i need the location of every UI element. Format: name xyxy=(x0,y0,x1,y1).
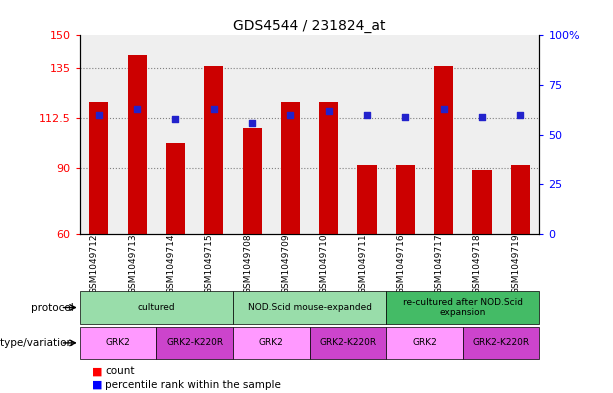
Bar xyxy=(386,327,463,359)
Text: GSM1049717: GSM1049717 xyxy=(435,234,444,294)
Text: GSM1049719: GSM1049719 xyxy=(511,234,520,294)
Text: NOD.Scid mouse-expanded: NOD.Scid mouse-expanded xyxy=(248,303,371,312)
Text: GSM1049710: GSM1049710 xyxy=(320,234,329,294)
Bar xyxy=(233,292,386,323)
Bar xyxy=(281,101,300,234)
Point xyxy=(132,106,142,112)
Point xyxy=(170,116,180,122)
Bar xyxy=(80,35,118,234)
Bar xyxy=(319,101,338,234)
Point xyxy=(516,112,525,118)
Bar xyxy=(386,292,539,323)
Bar xyxy=(118,35,156,234)
Text: percentile rank within the sample: percentile rank within the sample xyxy=(105,380,281,390)
Bar xyxy=(166,143,185,234)
Bar xyxy=(271,35,310,234)
Bar xyxy=(243,128,262,234)
Text: ■: ■ xyxy=(92,366,102,376)
Bar xyxy=(424,35,463,234)
Text: protocol: protocol xyxy=(31,303,74,312)
Bar xyxy=(357,165,376,234)
Point xyxy=(439,106,449,112)
Text: GSM1049712: GSM1049712 xyxy=(90,234,99,294)
Bar xyxy=(233,327,310,359)
Bar xyxy=(473,170,492,234)
Text: GRK2: GRK2 xyxy=(105,338,131,347)
Bar xyxy=(511,165,530,234)
Text: GSM1049716: GSM1049716 xyxy=(397,234,405,294)
Point xyxy=(400,114,410,120)
Bar xyxy=(310,35,348,234)
Bar xyxy=(310,327,386,359)
Text: GRK2: GRK2 xyxy=(259,338,284,347)
Bar xyxy=(233,35,271,234)
Bar xyxy=(80,327,156,359)
Text: GSM1049715: GSM1049715 xyxy=(205,234,214,294)
Text: GRK2-K220R: GRK2-K220R xyxy=(319,338,376,347)
Text: GSM1049718: GSM1049718 xyxy=(473,234,482,294)
Text: GRK2: GRK2 xyxy=(412,338,437,347)
Bar xyxy=(204,66,223,234)
Bar xyxy=(80,292,233,323)
Bar xyxy=(156,35,195,234)
Bar xyxy=(386,35,424,234)
Text: GSM1049711: GSM1049711 xyxy=(358,234,367,294)
Text: GRK2-K220R: GRK2-K220R xyxy=(166,338,223,347)
Text: GSM1049713: GSM1049713 xyxy=(128,234,137,294)
Bar xyxy=(434,66,453,234)
Bar xyxy=(348,35,386,234)
Point xyxy=(362,112,372,118)
Bar xyxy=(195,35,233,234)
Point xyxy=(94,112,104,118)
Bar xyxy=(463,327,539,359)
Point xyxy=(477,114,487,120)
Point xyxy=(247,119,257,126)
Bar xyxy=(128,55,147,234)
Text: re-cultured after NOD.Scid
expansion: re-cultured after NOD.Scid expansion xyxy=(403,298,523,317)
Text: GSM1049708: GSM1049708 xyxy=(243,234,252,294)
Point xyxy=(286,112,295,118)
Text: count: count xyxy=(105,366,135,376)
Bar xyxy=(396,165,415,234)
Point xyxy=(209,106,219,112)
Text: ■: ■ xyxy=(92,380,102,390)
Bar xyxy=(501,35,539,234)
Point xyxy=(324,108,333,114)
Bar xyxy=(156,327,233,359)
Bar xyxy=(463,35,501,234)
Bar xyxy=(89,101,109,234)
Text: GRK2-K220R: GRK2-K220R xyxy=(473,338,530,347)
Text: cultured: cultured xyxy=(137,303,175,312)
Title: GDS4544 / 231824_at: GDS4544 / 231824_at xyxy=(234,19,386,33)
Text: GSM1049714: GSM1049714 xyxy=(167,234,175,294)
Text: genotype/variation: genotype/variation xyxy=(0,338,74,348)
Text: GSM1049709: GSM1049709 xyxy=(281,234,291,294)
